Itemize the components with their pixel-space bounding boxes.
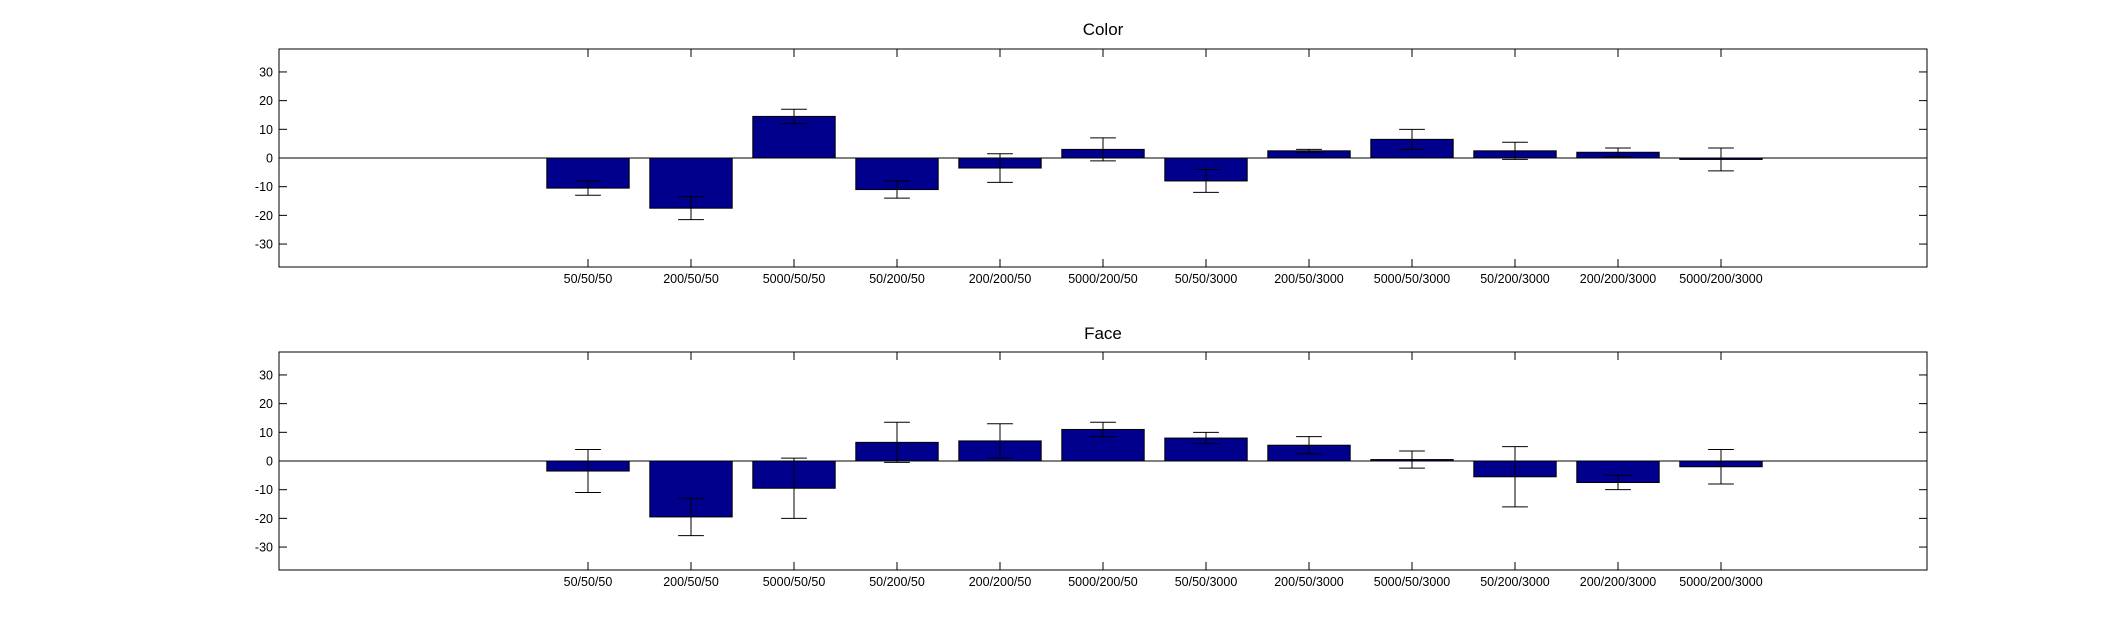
x-tick-label: 50/50/3000 (1175, 272, 1238, 286)
y-tick-label: -20 (255, 512, 273, 526)
x-tick-label: 200/50/50 (663, 575, 719, 589)
y-tick-label: 30 (259, 368, 273, 382)
x-tick-label: 200/200/3000 (1580, 272, 1657, 286)
x-tick-label: 5000/50/50 (763, 272, 826, 286)
y-tick-label: -20 (255, 209, 273, 223)
x-tick-label: 50/50/3000 (1175, 575, 1238, 589)
x-tick-label: 5000/200/3000 (1679, 272, 1762, 286)
y-tick-label: 10 (259, 123, 273, 137)
bar-series (546, 108, 1763, 221)
x-tick-label: 200/50/3000 (1274, 575, 1344, 589)
x-tick-label: 5000/200/50 (1068, 575, 1138, 589)
y-tick-label: 0 (266, 152, 273, 166)
x-tick-label: 50/50/50 (564, 575, 613, 589)
y-tick-label: -10 (255, 180, 273, 194)
axis-ticks: -30 -20 -10 0 10 20 30 50/50/50 200/50/50 5000/50… (255, 352, 1927, 589)
y-tick-label: 20 (259, 397, 273, 411)
x-tick-label: 200/50/50 (663, 272, 719, 286)
x-tick-label: 5000/50/50 (763, 575, 826, 589)
x-tick-label: 200/200/50 (969, 575, 1032, 589)
x-tick-label: 5000/50/3000 (1374, 272, 1451, 286)
x-tick-label: 200/50/3000 (1274, 272, 1344, 286)
x-tick-label: 5000/200/50 (1068, 272, 1138, 286)
x-tick-label: 50/200/3000 (1480, 272, 1550, 286)
axis-ticks: -30 -20 -10 0 10 20 30 50/50/50 200/50/50 5000/50… (255, 49, 1927, 286)
x-tick-label: 200/200/3000 (1580, 575, 1657, 589)
y-tick-label: 20 (259, 94, 273, 108)
y-tick-label: -30 (255, 238, 273, 252)
y-tick-label: 0 (266, 455, 273, 469)
y-tick-label: 10 (259, 426, 273, 440)
y-tick-label: -10 (255, 483, 273, 497)
x-tick-label: 50/200/3000 (1480, 575, 1550, 589)
x-tick-label: 50/50/50 (564, 272, 613, 286)
x-tick-label: 200/200/50 (969, 272, 1032, 286)
x-tick-label: 5000/200/3000 (1679, 575, 1762, 589)
chart-title: Face (1084, 324, 1122, 343)
x-tick-label: 50/200/50 (869, 575, 925, 589)
x-tick-label: 50/200/50 (869, 272, 925, 286)
subplot-face: Face -30 -20 -10 0 10 20 30 50/50/50 200/50/50 50… (255, 324, 1928, 589)
subplot-color: Color -30 -20 -10 0 10 20 30 50/50/50 200/50/50 5… (255, 20, 1928, 286)
chart-title: Color (1083, 20, 1124, 39)
y-tick-label: 30 (259, 65, 273, 79)
x-tick-label: 5000/50/3000 (1374, 575, 1451, 589)
y-tick-label: -30 (255, 541, 273, 555)
